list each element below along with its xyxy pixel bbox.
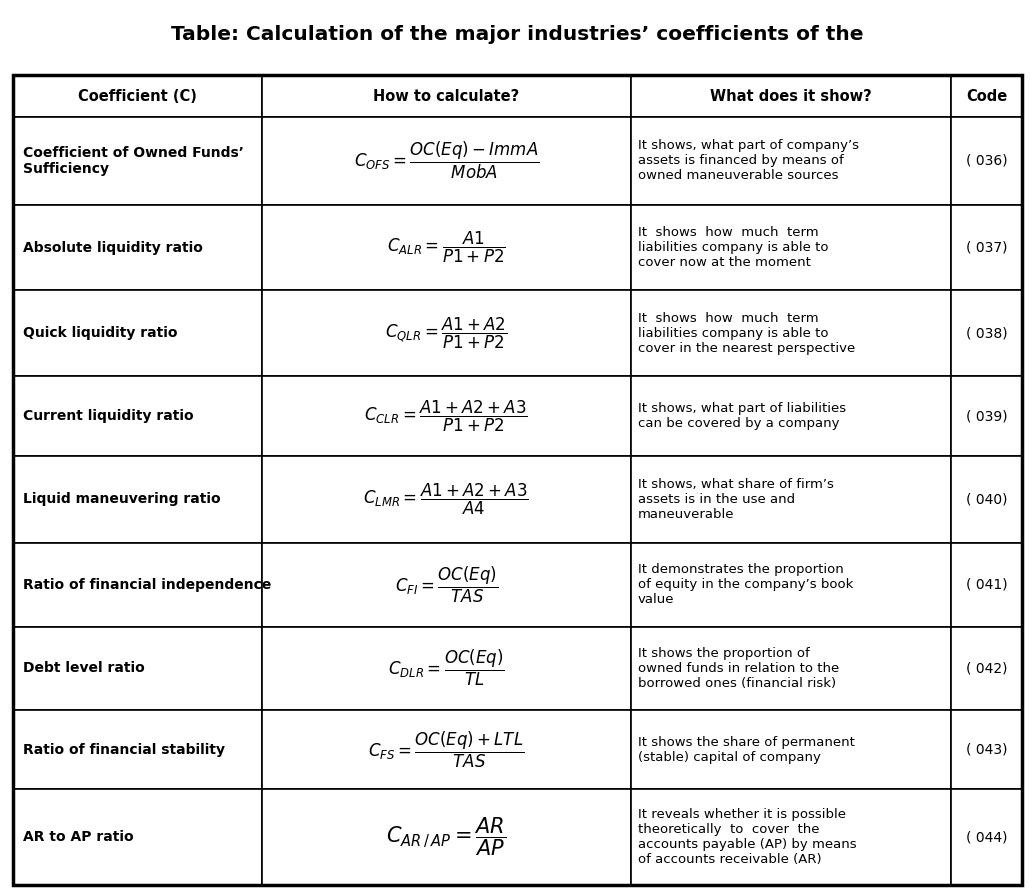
Text: Debt level ratio: Debt level ratio — [23, 662, 145, 675]
Bar — [13, 205, 262, 291]
Bar — [262, 710, 630, 789]
Bar — [13, 789, 262, 885]
Text: Current liquidity ratio: Current liquidity ratio — [23, 409, 194, 423]
Text: It shows, what part of company’s
assets is financed by means of
owned maneuverab: It shows, what part of company’s assets … — [638, 139, 858, 182]
Bar — [262, 789, 630, 885]
Text: ( 044): ( 044) — [966, 831, 1007, 844]
Text: ( 043): ( 043) — [966, 743, 1007, 756]
Bar — [630, 376, 951, 456]
Bar — [13, 710, 262, 789]
Text: ( 040): ( 040) — [966, 493, 1007, 506]
Text: ( 041): ( 041) — [966, 578, 1007, 592]
Text: It shows, what part of liabilities
can be covered by a company: It shows, what part of liabilities can b… — [638, 402, 846, 430]
Text: ( 037): ( 037) — [966, 240, 1007, 255]
Bar — [262, 205, 630, 291]
Bar — [262, 627, 630, 710]
Bar — [951, 456, 1022, 544]
Bar — [951, 789, 1022, 885]
Text: Quick liquidity ratio: Quick liquidity ratio — [23, 326, 177, 341]
Bar — [630, 456, 951, 544]
Text: $\mathit{C}_{\mathit{CLR}} = \dfrac{\mathit{A1} + \mathit{A2} + \mathit{A3}}{\ma: $\mathit{C}_{\mathit{CLR}} = \dfrac{\mat… — [364, 399, 528, 434]
Bar — [630, 291, 951, 376]
Text: $\mathit{C}_{\mathit{FI}} = \dfrac{\mathit{OC(Eq)}}{\mathit{TAS}}$: $\mathit{C}_{\mathit{FI}} = \dfrac{\math… — [394, 565, 498, 605]
Bar — [630, 789, 951, 885]
Bar — [262, 117, 630, 205]
Text: How to calculate?: How to calculate? — [374, 89, 520, 104]
Text: Liquid maneuvering ratio: Liquid maneuvering ratio — [23, 493, 220, 506]
Text: Table: Calculation of the major industries’ coefficients of the: Table: Calculation of the major industri… — [171, 26, 864, 45]
Bar — [13, 544, 262, 627]
Text: AR to AP ratio: AR to AP ratio — [23, 831, 134, 844]
Text: Absolute liquidity ratio: Absolute liquidity ratio — [23, 240, 203, 255]
Bar — [13, 456, 262, 544]
Text: Ratio of financial independence: Ratio of financial independence — [23, 578, 271, 592]
Text: Coefficient (C): Coefficient (C) — [79, 89, 197, 104]
Bar — [951, 291, 1022, 376]
Text: It demonstrates the proportion
of equity in the company’s book
value: It demonstrates the proportion of equity… — [638, 563, 853, 606]
Text: Ratio of financial stability: Ratio of financial stability — [23, 743, 225, 756]
Bar — [630, 205, 951, 291]
Text: ( 036): ( 036) — [966, 154, 1007, 168]
Bar — [630, 117, 951, 205]
Text: $\mathit{C}_{\mathit{DLR}} = \dfrac{\mathit{OC(Eq)}}{\mathit{TL}}$: $\mathit{C}_{\mathit{DLR}} = \dfrac{\mat… — [388, 648, 505, 688]
Text: What does it show?: What does it show? — [710, 89, 871, 104]
Bar — [13, 117, 262, 205]
Text: It shows the proportion of
owned funds in relation to the
borrowed ones (financi: It shows the proportion of owned funds i… — [638, 647, 838, 690]
Text: $\mathit{C}_{\mathit{LMR}} = \dfrac{\mathit{A1} + \mathit{A2} + \mathit{A3}}{\ma: $\mathit{C}_{\mathit{LMR}} = \dfrac{\mat… — [363, 482, 529, 517]
Bar — [630, 627, 951, 710]
Text: $\mathit{C}_{\mathit{OFS}} = \dfrac{\mathit{OC(Eq)} - \mathit{ImmA}}{\mathit{Mob: $\mathit{C}_{\mathit{OFS}} = \dfrac{\mat… — [354, 140, 539, 181]
Text: It  shows  how  much  term
liabilities company is able to
cover in the nearest p: It shows how much term liabilities compa… — [638, 312, 855, 355]
Bar — [262, 544, 630, 627]
Text: ( 042): ( 042) — [966, 662, 1007, 675]
Bar — [951, 205, 1022, 291]
Bar — [262, 376, 630, 456]
Text: It reveals whether it is possible
theoretically  to  cover  the
accounts payable: It reveals whether it is possible theore… — [638, 808, 856, 866]
Text: Coefficient of Owned Funds’
Sufficiency: Coefficient of Owned Funds’ Sufficiency — [23, 146, 244, 176]
Bar — [630, 75, 951, 117]
Bar — [951, 544, 1022, 627]
Bar — [262, 291, 630, 376]
Text: It shows, what share of firm’s
assets is in the use and
maneuverable: It shows, what share of firm’s assets is… — [638, 478, 833, 521]
Bar — [951, 627, 1022, 710]
Text: It shows the share of permanent
(stable) capital of company: It shows the share of permanent (stable)… — [638, 736, 854, 763]
Bar — [13, 75, 262, 117]
Bar — [951, 376, 1022, 456]
Text: $\mathit{C}_{\mathit{FS}} = \dfrac{\mathit{OC(Eq)} + \mathit{LTL}}{\mathit{TAS}}: $\mathit{C}_{\mathit{FS}} = \dfrac{\math… — [368, 730, 525, 770]
Bar — [630, 544, 951, 627]
Text: Code: Code — [966, 89, 1007, 104]
Bar — [262, 75, 630, 117]
Text: ( 039): ( 039) — [966, 409, 1007, 423]
Bar — [630, 710, 951, 789]
Bar — [951, 117, 1022, 205]
Text: $\mathit{C}_{\mathit{ALR}} = \dfrac{\mathit{A1}}{\mathit{P1} + \mathit{P2}}$: $\mathit{C}_{\mathit{ALR}} = \dfrac{\mat… — [387, 230, 506, 266]
Text: $\mathbf{\mathit{C}}_{\mathbf{\mathit{AR\,/\,AP}}} = \dfrac{\mathbf{\mathit{AR}}: $\mathbf{\mathit{C}}_{\mathbf{\mathit{AR… — [386, 816, 506, 858]
Bar — [951, 710, 1022, 789]
Bar — [262, 456, 630, 544]
Bar — [13, 291, 262, 376]
Text: $\mathit{C}_{\mathit{QLR}} = \dfrac{\mathit{A1} + \mathit{A2}}{\mathit{P1} + \ma: $\mathit{C}_{\mathit{QLR}} = \dfrac{\mat… — [385, 316, 507, 351]
Bar — [13, 627, 262, 710]
Bar — [951, 75, 1022, 117]
Text: It  shows  how  much  term
liabilities company is able to
cover now at the momen: It shows how much term liabilities compa… — [638, 226, 828, 269]
Text: ( 038): ( 038) — [966, 326, 1007, 341]
Bar — [13, 376, 262, 456]
